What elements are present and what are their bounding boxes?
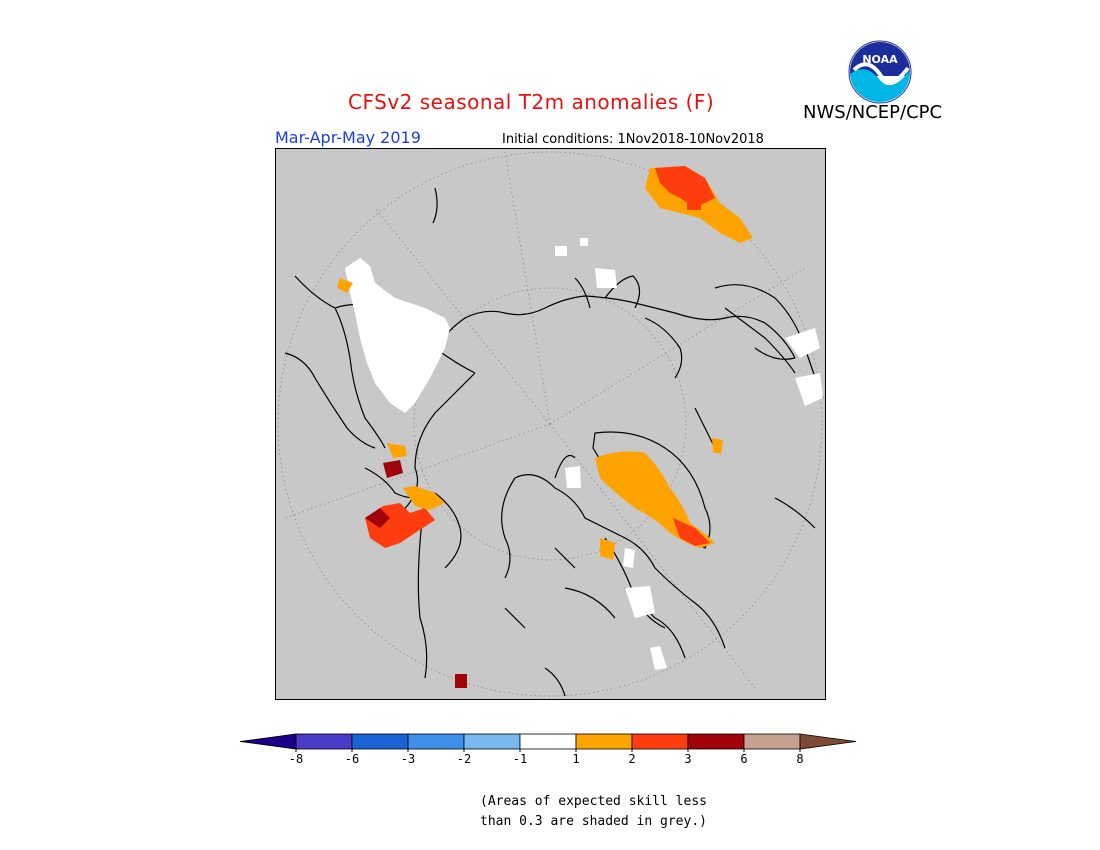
skill-note-line-1: (Areas of expected skill less — [480, 794, 707, 809]
chart-title: CFSv2 seasonal T2m anomalies (F) — [348, 90, 715, 114]
legend-ticks: -8 -6 -3 -2 -1 1 2 3 6 8 — [289, 749, 804, 766]
polar-map — [275, 148, 826, 700]
legend-tick-label: -3 — [401, 752, 415, 766]
legend-bin — [239, 733, 297, 750]
graticule — [277, 151, 823, 697]
legend-tick-label: 2 — [628, 752, 635, 766]
season-label: Mar-Apr-May 2019 — [275, 128, 421, 147]
noaa-logo: NOAA — [848, 40, 912, 104]
legend-bin — [743, 733, 801, 750]
legend-tick-label: -2 — [457, 752, 471, 766]
legend-bin — [407, 733, 465, 750]
legend-bin — [519, 733, 577, 750]
legend-bin — [295, 733, 353, 750]
initial-conditions-label: Initial conditions: 1Nov2018-10Nov2018 — [502, 132, 764, 147]
color-legend: -8 -6 -3 -2 -1 1 2 3 6 8 — [239, 733, 857, 766]
legend-bin — [631, 733, 689, 750]
legend-tick-label: 1 — [572, 752, 579, 766]
agency-label: NWS/NCEP/CPC — [803, 102, 943, 123]
skill-note: (Areas of expected skill less than 0.3 a… — [480, 792, 707, 832]
noaa-logo-text: NOAA — [862, 53, 898, 66]
legend-bin — [687, 733, 745, 750]
skill-note-line-2: than 0.3 are shaded in grey.) — [480, 814, 707, 829]
legend-bin — [575, 733, 633, 750]
legend-bins — [239, 733, 857, 750]
legend-tick-label: 3 — [684, 752, 691, 766]
coastlines — [284, 187, 824, 697]
anomaly-shading — [337, 166, 823, 688]
legend-bin — [351, 733, 409, 750]
legend-tick-label: 8 — [796, 752, 803, 766]
legend-tick-label: -1 — [513, 752, 527, 766]
legend-bin — [463, 733, 521, 750]
legend-tick-label: -6 — [345, 752, 359, 766]
legend-tick-label: -8 — [289, 752, 303, 766]
legend-bin — [799, 733, 857, 750]
legend-tick-label: 6 — [740, 752, 747, 766]
